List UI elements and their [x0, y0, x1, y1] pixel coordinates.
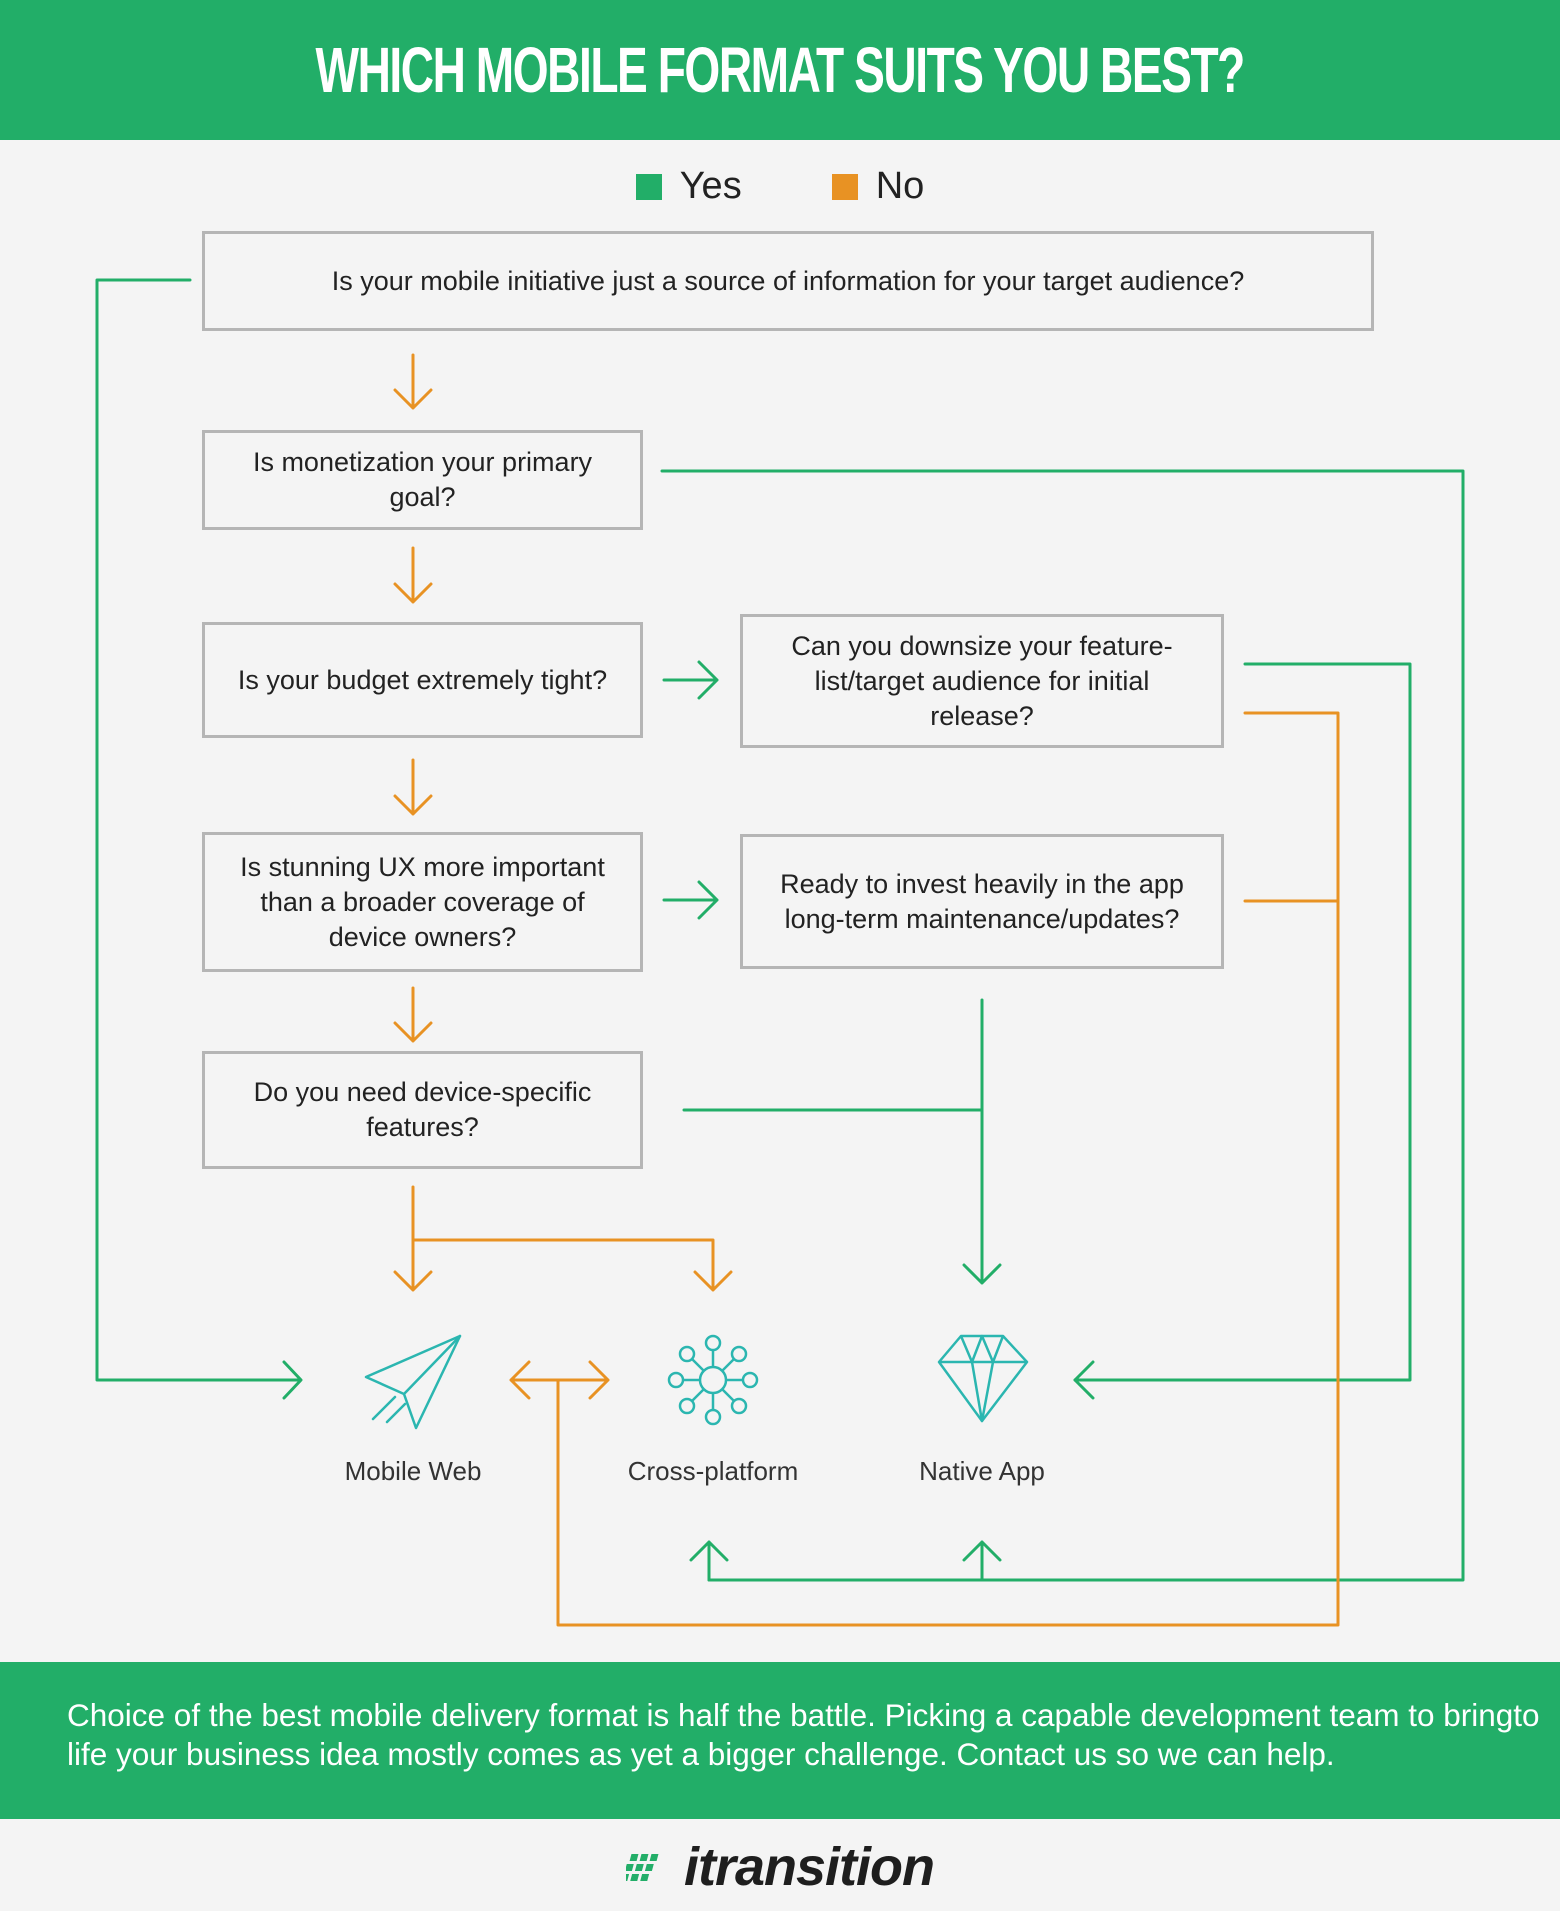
arrow-double-web-cross [509, 1360, 610, 1400]
question-box-info-source: Is your mobile initiative just a source … [202, 231, 1374, 331]
diamond-icon [937, 1334, 1029, 1423]
question-ux: Is stunning UX more important than a bro… [240, 851, 605, 952]
arrow-q1-no [393, 353, 433, 410]
legend-no: No [831, 165, 925, 208]
legend-yes: Yes [635, 165, 742, 208]
paper-plane-icon [364, 1334, 462, 1430]
flow-connectors [95, 278, 1465, 1627]
connector-q2-yes [660, 469, 1465, 1582]
question-info-source: Is your mobile initiative just a source … [331, 265, 1245, 296]
connector-q1-yes [95, 278, 300, 1382]
connector-q6-no [556, 711, 1340, 1627]
arrowhead-native-app-right [1073, 1360, 1095, 1400]
question-box-ux: Is stunning UX more important than a bro… [202, 832, 643, 972]
arrow-q7-yes [962, 998, 1002, 1285]
question-budget: Is your budget extremely tight? [237, 664, 608, 695]
brand-logo: itransition [0, 1822, 1560, 1911]
question-box-budget: Is your budget extremely tight? [202, 622, 643, 738]
legend-yes-swatch [635, 173, 662, 200]
question-box-invest: Ready to invest heavily in the app long-… [740, 834, 1224, 969]
question-device-features: Do you need device-specific features? [253, 1077, 592, 1142]
legend-no-swatch [831, 173, 858, 200]
header-banner: WHICH MOBILE FORMAT SUITS YOU BEST? [0, 0, 1560, 140]
question-downsize: Can you downsize your feature-list/targe… [791, 630, 1173, 731]
logo-wordmark: itransition [683, 1836, 935, 1897]
legend: Yes No [0, 165, 1560, 208]
question-monetization: Is monetization your primary goal? [252, 447, 593, 512]
legend-yes-label: Yes [679, 165, 742, 207]
page-title: WHICH MOBILE FORMAT SUITS YOU BEST? [315, 34, 1246, 106]
question-box-downsize: Can you downsize your feature-list/targe… [740, 614, 1224, 748]
arrow-q5-no-cross-platform [411, 1238, 733, 1292]
arrowhead-mobile-web-left [282, 1360, 303, 1400]
outcome-native-app: Native App [919, 1456, 1045, 1486]
arrow-q3-no [393, 758, 433, 816]
question-invest: Ready to invest heavily in the app long-… [780, 868, 1184, 934]
legend-no-label: No [875, 165, 925, 207]
outcome-mobile-web: Mobile Web [344, 1456, 482, 1486]
question-box-monetization: Is monetization your primary goal? [202, 430, 643, 530]
footer-text: Choice of the best mobile delivery forma… [67, 1697, 1540, 1772]
arrow-q2-no [393, 546, 433, 604]
logo-mark-icon [625, 1853, 659, 1881]
footer-banner: Choice of the best mobile delivery forma… [0, 1662, 1560, 1819]
arrow-q4-yes [662, 880, 719, 920]
connector-q6-yes [1073, 662, 1412, 1382]
question-box-device-features: Do you need device-specific features? [202, 1051, 643, 1169]
arrowhead-native-app-bottom [962, 1540, 1002, 1582]
arrowhead-cross-platform-bottom [689, 1540, 729, 1582]
arrow-q4-no [393, 986, 433, 1043]
arrow-q3-yes [662, 660, 719, 700]
outcome-cross-platform: Cross-platform [627, 1456, 799, 1486]
network-hub-icon [667, 1334, 759, 1426]
